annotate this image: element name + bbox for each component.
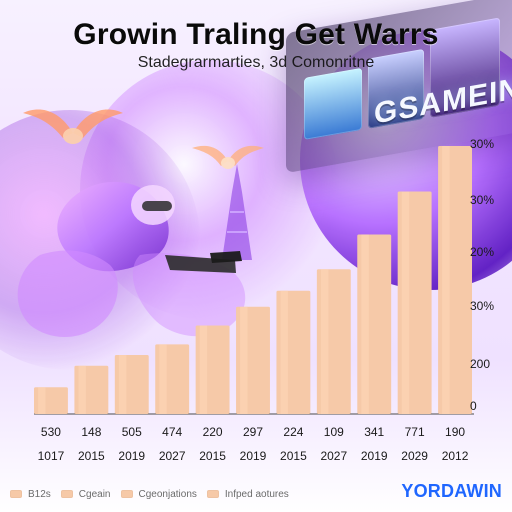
x-tick-label: 1017: [38, 449, 65, 463]
x-tick-label: 2015: [78, 449, 105, 463]
bar-highlight: [38, 387, 46, 414]
bird-icon: [23, 109, 123, 144]
chart-title: Growin Traling Get Warrs: [73, 18, 439, 51]
legend-swatch: [60, 490, 73, 498]
legend-label: Cgeonjations: [138, 488, 197, 500]
right-axis-tick-label: 200: [470, 357, 490, 371]
legend-item: B12s: [10, 489, 51, 500]
value-label: 224: [283, 425, 303, 439]
x-tick-label: 2012: [442, 449, 469, 463]
legend-swatch: [10, 490, 22, 498]
bar-highlight: [199, 325, 208, 414]
value-label: 505: [122, 425, 142, 439]
tower-icon: [222, 164, 252, 260]
legend: B12s Cgeain Cgeonjations Infped aotures: [10, 486, 289, 502]
x-tick-label: 2019: [240, 449, 267, 463]
bar-highlight: [442, 146, 450, 414]
value-label: 341: [364, 425, 384, 439]
bar-highlight: [361, 234, 369, 414]
chart-subtitle: Stadegrarmarties, 3d Comonritne: [137, 54, 375, 71]
x-tick-label: 2027: [159, 449, 186, 463]
value-label: 190: [445, 425, 465, 439]
bar-highlight: [320, 269, 329, 414]
legend-item: Cgeain: [60, 488, 111, 500]
right-axis-tick-label: 20%: [470, 245, 494, 259]
x-tick-label: 2015: [280, 449, 307, 463]
legend-item: Infped aotures: [206, 488, 289, 500]
legend-swatch: [206, 490, 219, 498]
legend-swatch: [120, 490, 133, 498]
right-axis-tick-label: 30%: [470, 193, 494, 207]
legend-label: Cgeain: [78, 488, 111, 500]
x-tick-label: 2029: [401, 449, 428, 463]
bird-icon: [192, 145, 264, 169]
bar-highlight: [401, 191, 410, 414]
right-axis-tick-label: 30%: [470, 299, 494, 313]
legend-label: Infped aotures: [224, 488, 289, 500]
x-tick-label: 2027: [320, 449, 347, 463]
value-label: 220: [203, 425, 223, 439]
value-label: 771: [405, 425, 425, 439]
bar-highlight: [159, 344, 167, 414]
legend-label: B12s: [28, 488, 51, 500]
legend-item: Cgeonjations: [120, 488, 197, 500]
value-label: 297: [243, 425, 263, 439]
x-tick-label: 2015: [199, 449, 226, 463]
bar-highlight: [240, 306, 248, 414]
x-tick-label: 2019: [118, 449, 145, 463]
value-label: 109: [324, 425, 344, 439]
value-label: 148: [81, 425, 101, 439]
bar-highlight: [78, 365, 86, 414]
brand-logo: YORDAWIN: [401, 481, 502, 501]
right-axis-tick-label: 30%: [470, 137, 494, 151]
x-tick-label: 2019: [361, 449, 388, 463]
value-label: 530: [41, 425, 61, 439]
value-label: 474: [162, 425, 182, 439]
right-axis-tick-label: 0: [470, 399, 477, 413]
bar-highlight: [280, 290, 288, 414]
bar-highlight: [118, 355, 127, 414]
